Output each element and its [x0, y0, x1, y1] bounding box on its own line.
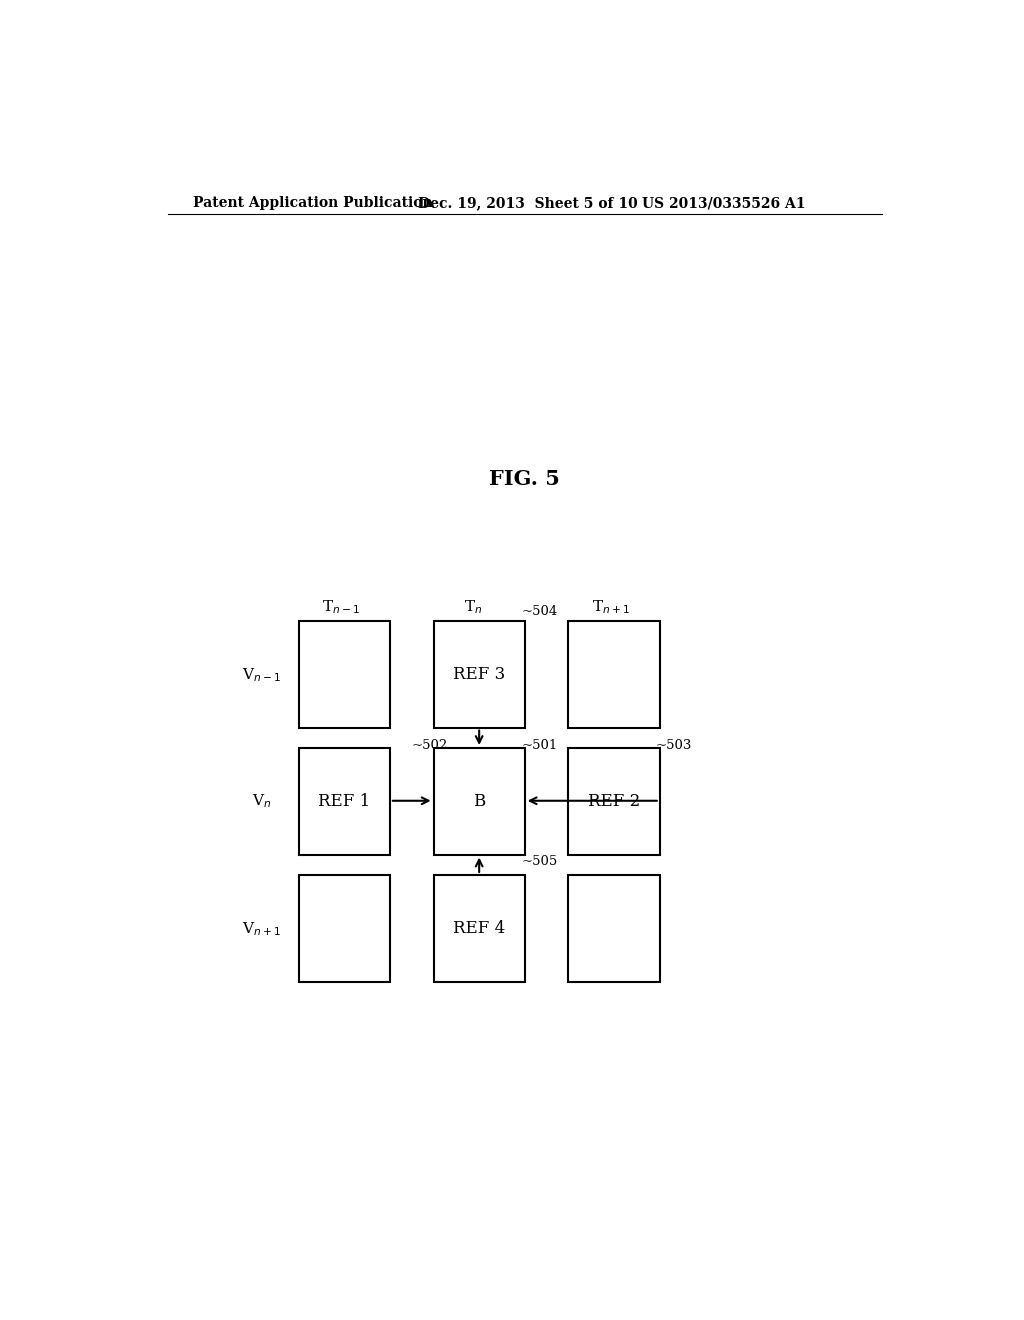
Text: B: B	[473, 793, 485, 809]
Text: REF 1: REF 1	[318, 793, 371, 809]
Text: ~504: ~504	[521, 605, 558, 618]
FancyBboxPatch shape	[299, 620, 390, 727]
FancyBboxPatch shape	[299, 875, 390, 982]
Text: US 2013/0335526 A1: US 2013/0335526 A1	[642, 195, 806, 210]
Text: REF 4: REF 4	[453, 920, 505, 937]
Text: V$_{n}$: V$_{n}$	[252, 792, 271, 809]
FancyBboxPatch shape	[568, 875, 659, 982]
FancyBboxPatch shape	[433, 748, 524, 854]
Text: ~502: ~502	[412, 739, 449, 752]
FancyBboxPatch shape	[433, 620, 524, 727]
Text: V$_{n-1}$: V$_{n-1}$	[242, 665, 281, 684]
Text: T$_{n}$: T$_{n}$	[464, 599, 482, 616]
Text: T$_{n-1}$: T$_{n-1}$	[322, 599, 359, 616]
Text: ~501: ~501	[521, 739, 558, 752]
FancyBboxPatch shape	[568, 748, 659, 854]
Text: Dec. 19, 2013  Sheet 5 of 10: Dec. 19, 2013 Sheet 5 of 10	[418, 195, 637, 210]
Text: REF 3: REF 3	[453, 665, 505, 682]
Text: ~505: ~505	[521, 855, 558, 869]
Text: ~503: ~503	[655, 739, 692, 752]
Text: T$_{n+1}$: T$_{n+1}$	[592, 599, 630, 616]
FancyBboxPatch shape	[433, 875, 524, 982]
Text: FIG. 5: FIG. 5	[489, 469, 560, 488]
Text: Patent Application Publication: Patent Application Publication	[194, 195, 433, 210]
Text: V$_{n+1}$: V$_{n+1}$	[242, 920, 281, 937]
Text: REF 2: REF 2	[588, 793, 640, 809]
FancyBboxPatch shape	[299, 748, 390, 854]
FancyBboxPatch shape	[568, 620, 659, 727]
